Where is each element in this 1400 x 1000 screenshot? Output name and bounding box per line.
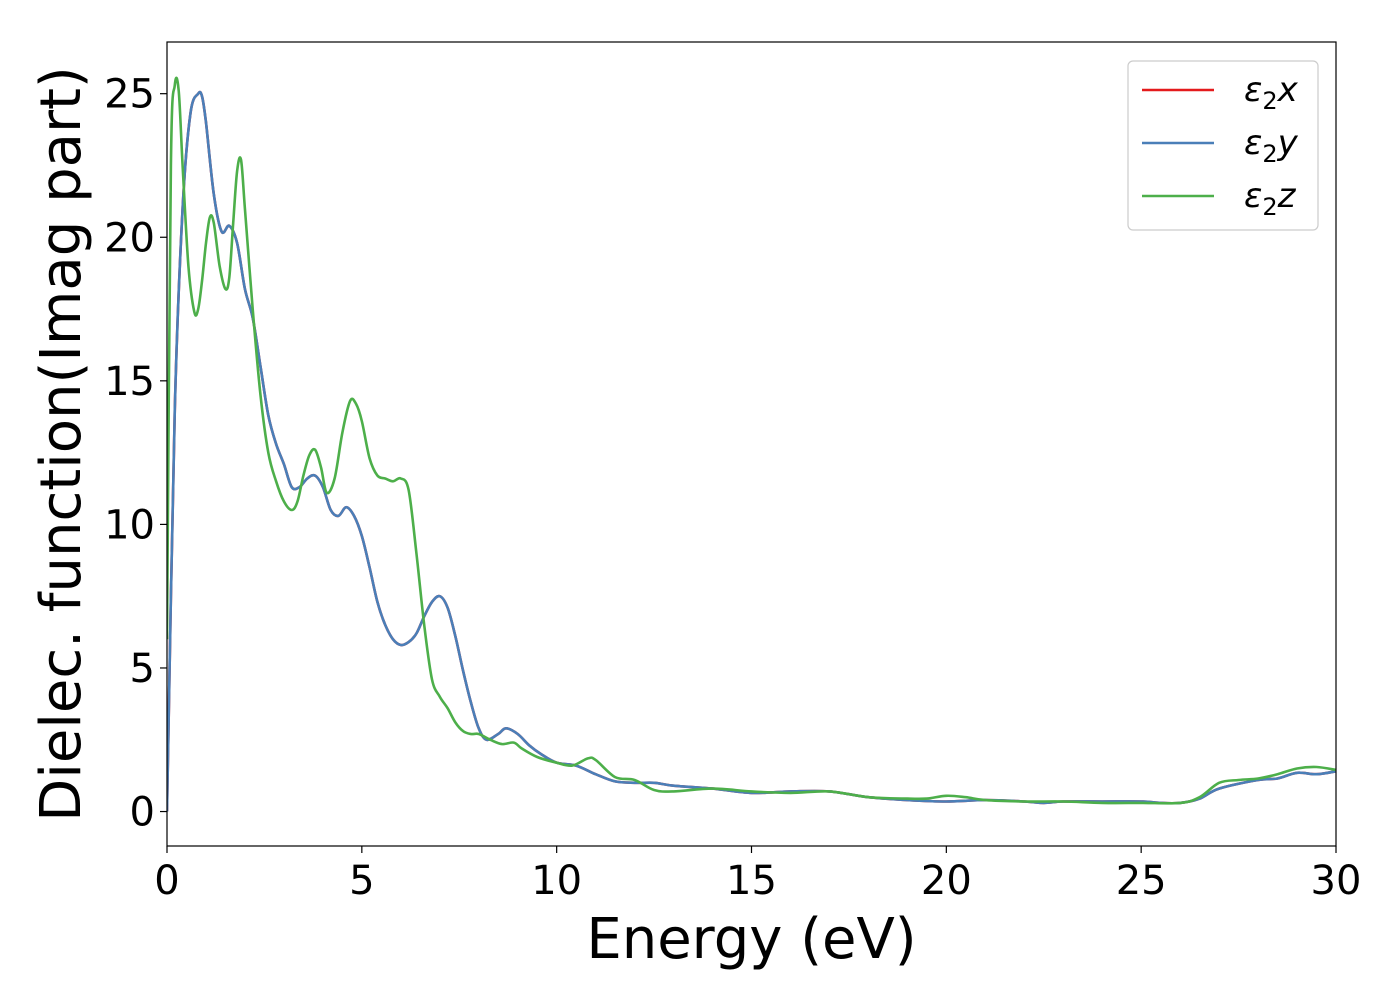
legend-box	[1127, 60, 1319, 231]
x-axis-label: Energy (eV)	[586, 907, 916, 972]
x-tick-label: 10	[531, 858, 582, 904]
y-tick-label: 20	[104, 215, 155, 261]
legend-label-x: ε2x	[1244, 70, 1299, 115]
y-tick-label: 25	[104, 72, 155, 118]
y-tick-label: 15	[104, 359, 155, 405]
x-tick-label: 0	[154, 858, 179, 904]
legend-label-z: ε2z	[1244, 176, 1297, 221]
legend-label-y: ε2y	[1244, 123, 1299, 168]
y-tick-label: 5	[130, 646, 155, 692]
x-tick-label: 25	[1116, 858, 1167, 904]
x-tick-label: 20	[921, 858, 972, 904]
x-tick-label: 30	[1311, 858, 1362, 904]
x-axis-ticks: 0 5 10 15 20 25 30	[154, 846, 1361, 904]
y-axis-ticks: 0 5 10 15 20 25	[104, 72, 167, 836]
x-tick-label: 5	[349, 858, 374, 904]
series-line-z	[167, 76, 1336, 805]
x-tick-label: 15	[726, 858, 777, 904]
y-axis-label: Dielec. function(Imag part)	[29, 66, 94, 822]
series-layer	[167, 76, 1336, 812]
y-tick-label: 10	[104, 502, 155, 548]
y-tick-label: 0	[130, 790, 155, 836]
legend: ε2x ε2y ε2z	[1127, 60, 1319, 231]
